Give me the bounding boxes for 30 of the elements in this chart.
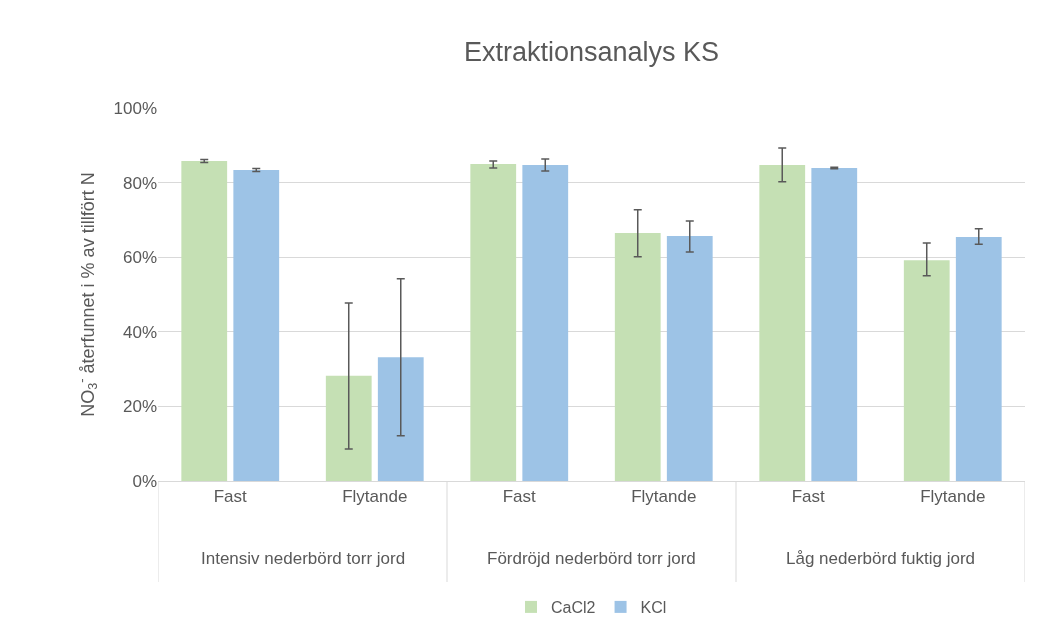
bar: [666, 235, 713, 481]
bar: [181, 160, 228, 481]
text: Intensiv nederbörd torr jord: [201, 549, 406, 568]
legend-label: CaCl2: [551, 599, 596, 617]
x-tick-label: Fast: [791, 487, 826, 507]
x-tick-label: Flytande: [342, 487, 408, 507]
bar: [759, 165, 806, 481]
bar: [614, 232, 661, 481]
x-tick-label: Fast: [213, 487, 248, 507]
y-tick-label: 0%: [132, 471, 157, 491]
bar: [233, 169, 280, 481]
bar: [470, 163, 517, 481]
y-tick-label: 40%: [122, 322, 157, 342]
bar: [522, 165, 569, 481]
x-tick-label: Flytande: [920, 487, 986, 507]
bar: [325, 375, 372, 481]
x-tick-label: Flytande: [631, 487, 697, 507]
y-tick-label: 80%: [122, 173, 157, 193]
bar: [903, 260, 950, 481]
chart-title: Extraktionsanalys KS: [463, 37, 720, 68]
x-tick-label: Fast: [502, 487, 537, 507]
y-tick-label: 100%: [113, 98, 157, 118]
bar: [377, 357, 424, 481]
text: Fördröjd nederbörd torr jord: [487, 549, 696, 568]
legend-label: KCl: [640, 599, 667, 617]
bar: [955, 237, 1002, 481]
y-tick-label: 60%: [122, 248, 157, 268]
y-tick-label: 20%: [122, 397, 157, 417]
text: Låg nederbörd fuktig jord: [786, 549, 976, 568]
bar: [811, 168, 858, 481]
